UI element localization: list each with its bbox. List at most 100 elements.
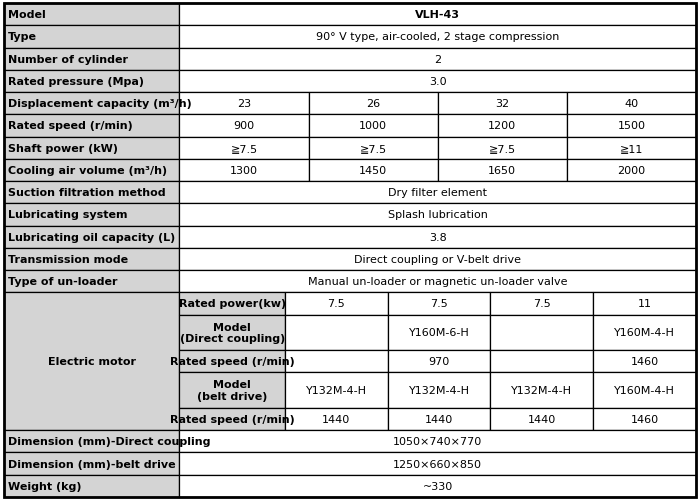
- Text: Direct coupling or V-belt drive: Direct coupling or V-belt drive: [354, 255, 522, 265]
- Bar: [4, 4, 179, 26]
- Bar: [438, 115, 567, 137]
- Bar: [309, 159, 438, 182]
- Text: Number of cylinder: Number of cylinder: [8, 55, 128, 65]
- Bar: [4, 204, 179, 226]
- Text: 1440: 1440: [528, 414, 556, 424]
- Text: Y160M-6-H: Y160M-6-H: [409, 328, 470, 338]
- Bar: [179, 452, 696, 475]
- Text: Splash lubrication: Splash lubrication: [388, 210, 488, 220]
- Bar: [285, 315, 388, 350]
- Text: 900: 900: [234, 121, 255, 131]
- Text: Transmission mode: Transmission mode: [8, 255, 128, 265]
- Bar: [4, 475, 179, 497]
- Text: Y132M-4-H: Y132M-4-H: [306, 385, 367, 395]
- Bar: [491, 350, 593, 373]
- Text: 1050×740×770: 1050×740×770: [393, 436, 482, 446]
- Bar: [4, 182, 179, 204]
- Bar: [179, 293, 285, 315]
- Bar: [593, 315, 696, 350]
- Text: 1650: 1650: [489, 165, 517, 175]
- Text: Rated speed (r/min): Rated speed (r/min): [170, 357, 295, 367]
- Bar: [179, 271, 696, 293]
- Bar: [388, 293, 491, 315]
- Bar: [4, 137, 179, 159]
- Bar: [4, 115, 179, 137]
- Text: Shaft power (kW): Shaft power (kW): [8, 143, 118, 153]
- Text: Rated speed (r/min): Rated speed (r/min): [170, 414, 295, 424]
- Bar: [179, 115, 309, 137]
- Text: Rated speed (r/min): Rated speed (r/min): [8, 121, 133, 131]
- Text: Rated power(kw): Rated power(kw): [178, 299, 286, 309]
- Text: ≧7.5: ≧7.5: [489, 143, 516, 153]
- Text: 32: 32: [495, 99, 510, 109]
- Bar: [4, 93, 179, 115]
- Text: 23: 23: [237, 99, 251, 109]
- Text: Dimension (mm)-belt drive: Dimension (mm)-belt drive: [8, 459, 176, 469]
- Text: 7.5: 7.5: [533, 299, 551, 309]
- Bar: [593, 408, 696, 430]
- Bar: [4, 26, 179, 49]
- Text: Dry filter element: Dry filter element: [389, 188, 487, 198]
- Bar: [491, 293, 593, 315]
- Bar: [285, 293, 388, 315]
- Text: Y132M-4-H: Y132M-4-H: [511, 385, 573, 395]
- Bar: [179, 49, 696, 71]
- Text: 1460: 1460: [631, 357, 659, 367]
- Bar: [567, 159, 696, 182]
- Bar: [179, 430, 696, 452]
- Text: ≧11: ≧11: [620, 143, 643, 153]
- Bar: [179, 226, 696, 248]
- Text: 2: 2: [434, 55, 441, 65]
- Bar: [388, 408, 491, 430]
- Text: Displacement capacity (m³/h): Displacement capacity (m³/h): [8, 99, 192, 109]
- Bar: [491, 315, 593, 350]
- Bar: [179, 93, 309, 115]
- Text: Lubricating system: Lubricating system: [8, 210, 127, 220]
- Bar: [593, 350, 696, 373]
- Text: Lubricating oil capacity (L): Lubricating oil capacity (L): [8, 232, 175, 242]
- Text: 1250×660×850: 1250×660×850: [393, 459, 482, 469]
- Text: Model
(belt drive): Model (belt drive): [197, 380, 267, 401]
- Bar: [179, 159, 309, 182]
- Bar: [309, 137, 438, 159]
- Bar: [179, 408, 285, 430]
- Text: Suction filtration method: Suction filtration method: [8, 188, 166, 198]
- Text: Y160M-4-H: Y160M-4-H: [614, 385, 675, 395]
- Bar: [567, 137, 696, 159]
- Bar: [491, 373, 593, 408]
- Bar: [4, 452, 179, 475]
- Text: Manual un-loader or magnetic un-loader valve: Manual un-loader or magnetic un-loader v…: [308, 277, 568, 287]
- Text: 1300: 1300: [230, 165, 258, 175]
- Bar: [593, 373, 696, 408]
- Text: 26: 26: [366, 99, 380, 109]
- Bar: [567, 115, 696, 137]
- Bar: [309, 93, 438, 115]
- Bar: [179, 350, 285, 373]
- Text: 1000: 1000: [359, 121, 387, 131]
- Bar: [179, 315, 285, 350]
- Text: Type of un-loader: Type of un-loader: [8, 277, 118, 287]
- Text: 970: 970: [428, 357, 449, 367]
- Bar: [388, 315, 491, 350]
- Text: 1440: 1440: [425, 414, 453, 424]
- Text: Dimension (mm)-Direct coupling: Dimension (mm)-Direct coupling: [8, 436, 211, 446]
- Bar: [388, 373, 491, 408]
- Bar: [179, 475, 696, 497]
- Bar: [4, 159, 179, 182]
- Bar: [438, 93, 567, 115]
- Bar: [438, 137, 567, 159]
- Text: 3.0: 3.0: [429, 77, 447, 87]
- Bar: [179, 26, 696, 49]
- Text: 11: 11: [638, 299, 652, 309]
- Bar: [4, 49, 179, 71]
- Bar: [593, 293, 696, 315]
- Bar: [388, 350, 491, 373]
- Bar: [179, 71, 696, 93]
- Bar: [4, 430, 179, 452]
- Text: Type: Type: [8, 32, 37, 42]
- Text: 1500: 1500: [617, 121, 645, 131]
- Text: 2000: 2000: [617, 165, 645, 175]
- Text: ~330: ~330: [423, 481, 453, 491]
- Text: 7.5: 7.5: [430, 299, 448, 309]
- Text: 90° V type, air-cooled, 2 stage compression: 90° V type, air-cooled, 2 stage compress…: [316, 32, 559, 42]
